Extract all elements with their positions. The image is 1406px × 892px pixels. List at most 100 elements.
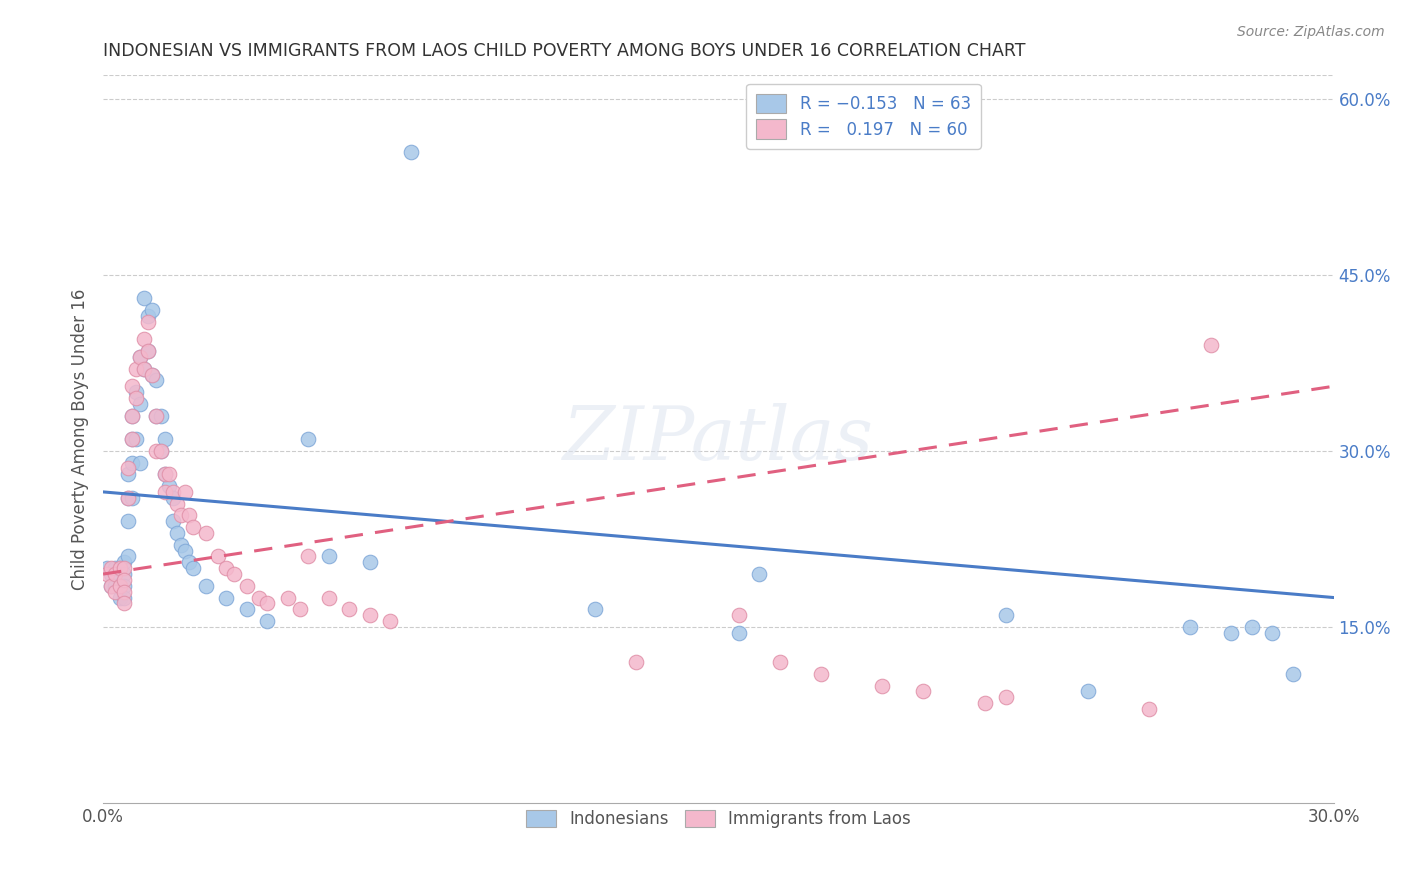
Point: [136, 344, 159, 359]
Point: [145, 443, 167, 458]
Point: [100, 561, 122, 575]
Point: [380, 614, 402, 628]
Point: [117, 549, 139, 564]
Point: [117, 491, 139, 505]
Point: [129, 350, 152, 364]
Point: [121, 409, 143, 423]
Point: [170, 538, 193, 552]
Point: [121, 409, 143, 423]
Point: [153, 432, 176, 446]
Point: [117, 514, 139, 528]
Point: [166, 497, 188, 511]
Point: [134, 291, 156, 305]
Point: [129, 350, 152, 364]
Point: [136, 309, 159, 323]
Point: [810, 666, 832, 681]
Point: [157, 467, 180, 482]
Point: [108, 561, 131, 575]
Point: [170, 508, 193, 523]
Point: [149, 443, 172, 458]
Point: [626, 655, 648, 669]
Point: [247, 591, 270, 605]
Point: [1178, 620, 1201, 634]
Point: [235, 602, 257, 616]
Point: [129, 456, 152, 470]
Point: [1240, 620, 1263, 634]
Point: [256, 614, 278, 628]
Point: [748, 567, 770, 582]
Point: [728, 608, 751, 623]
Point: [174, 543, 197, 558]
Point: [912, 684, 935, 698]
Point: [134, 361, 156, 376]
Text: Source: ZipAtlas.com: Source: ZipAtlas.com: [1237, 25, 1385, 39]
Point: [104, 584, 127, 599]
Point: [121, 379, 143, 393]
Point: [100, 579, 122, 593]
Point: [162, 514, 184, 528]
Point: [145, 409, 167, 423]
Point: [117, 467, 139, 482]
Point: [1137, 702, 1160, 716]
Point: [141, 368, 163, 382]
Point: [194, 579, 217, 593]
Point: [112, 573, 135, 587]
Point: [100, 579, 122, 593]
Point: [359, 555, 381, 569]
Point: [318, 591, 340, 605]
Point: [194, 526, 217, 541]
Point: [215, 561, 238, 575]
Point: [108, 591, 131, 605]
Point: [104, 579, 127, 593]
Point: [1199, 338, 1222, 352]
Point: [359, 608, 381, 623]
Point: [96, 561, 118, 575]
Point: [121, 491, 143, 505]
Point: [994, 608, 1017, 623]
Point: [149, 443, 172, 458]
Point: [108, 579, 131, 593]
Point: [1220, 625, 1243, 640]
Point: [129, 397, 152, 411]
Point: [1261, 625, 1284, 640]
Point: [183, 561, 205, 575]
Point: [872, 679, 894, 693]
Point: [318, 549, 340, 564]
Point: [974, 696, 997, 710]
Y-axis label: Child Poverty Among Boys Under 16: Child Poverty Among Boys Under 16: [72, 288, 89, 590]
Point: [112, 567, 135, 582]
Point: [583, 602, 606, 616]
Point: [728, 625, 751, 640]
Point: [145, 373, 167, 387]
Point: [1281, 666, 1303, 681]
Point: [108, 579, 131, 593]
Point: [136, 344, 159, 359]
Point: [399, 145, 422, 159]
Point: [136, 315, 159, 329]
Point: [153, 467, 176, 482]
Point: [179, 555, 201, 569]
Point: [117, 491, 139, 505]
Point: [100, 567, 122, 582]
Point: [994, 690, 1017, 705]
Point: [235, 579, 257, 593]
Point: [112, 561, 135, 575]
Point: [174, 484, 197, 499]
Point: [134, 361, 156, 376]
Point: [149, 409, 172, 423]
Point: [121, 432, 143, 446]
Point: [153, 467, 176, 482]
Point: [104, 567, 127, 582]
Point: [134, 332, 156, 346]
Point: [108, 561, 131, 575]
Point: [121, 456, 143, 470]
Point: [162, 484, 184, 499]
Point: [166, 526, 188, 541]
Point: [297, 432, 319, 446]
Point: [224, 567, 246, 582]
Point: [277, 591, 299, 605]
Point: [112, 591, 135, 605]
Point: [179, 508, 201, 523]
Point: [125, 361, 148, 376]
Point: [117, 461, 139, 475]
